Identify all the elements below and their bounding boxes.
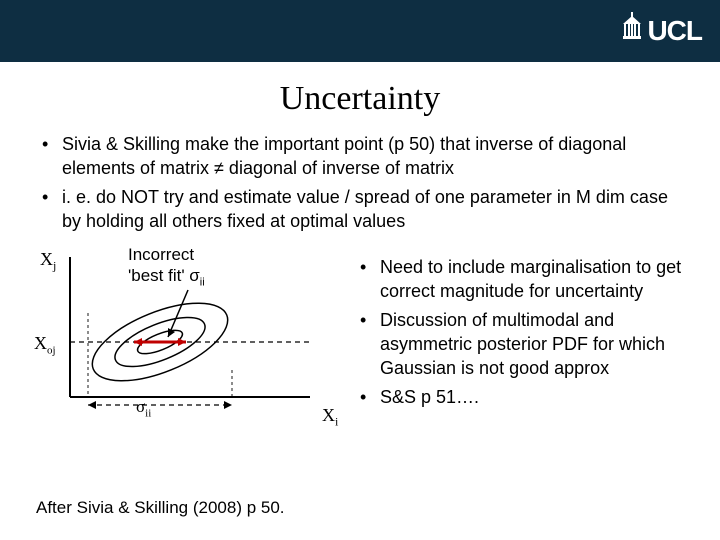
top-bullet-list: Sivia & Skilling make the important poin… bbox=[36, 132, 684, 233]
diagram: Xj Xoj Incorrect 'best fit' σii bbox=[36, 245, 336, 435]
right-bullet-list: Need to include marginalisation to get c… bbox=[354, 255, 684, 409]
bullet-item: Sivia & Skilling make the important poin… bbox=[36, 132, 684, 181]
header-bar: UCL bbox=[0, 0, 720, 62]
xoj-label: Xoj bbox=[34, 333, 56, 357]
lower-row: Xj Xoj Incorrect 'best fit' σii bbox=[36, 245, 684, 435]
ucl-logo: UCL bbox=[621, 12, 702, 49]
bullet-item: Need to include marginalisation to get c… bbox=[354, 255, 684, 304]
slide-title: Uncertainty bbox=[0, 80, 720, 118]
diagram-svg bbox=[60, 257, 320, 417]
bullet-item: S&S p 51…. bbox=[354, 385, 684, 409]
content-area: Sivia & Skilling make the important poin… bbox=[0, 132, 720, 435]
footnote: After Sivia & Skilling (2008) p 50. bbox=[36, 498, 285, 518]
logo-text: UCL bbox=[647, 15, 702, 47]
sigma-ii-label: σii bbox=[136, 397, 151, 419]
y-axis-label: Xj bbox=[40, 249, 56, 274]
right-column: Need to include marginalisation to get c… bbox=[354, 245, 684, 435]
x-axis-label: Xi bbox=[322, 405, 338, 430]
dome-icon bbox=[621, 12, 643, 49]
bullet-item: Discussion of multimodal and asymmetric … bbox=[354, 308, 684, 381]
bullet-item: i. e. do NOT try and estimate value / sp… bbox=[36, 185, 684, 234]
